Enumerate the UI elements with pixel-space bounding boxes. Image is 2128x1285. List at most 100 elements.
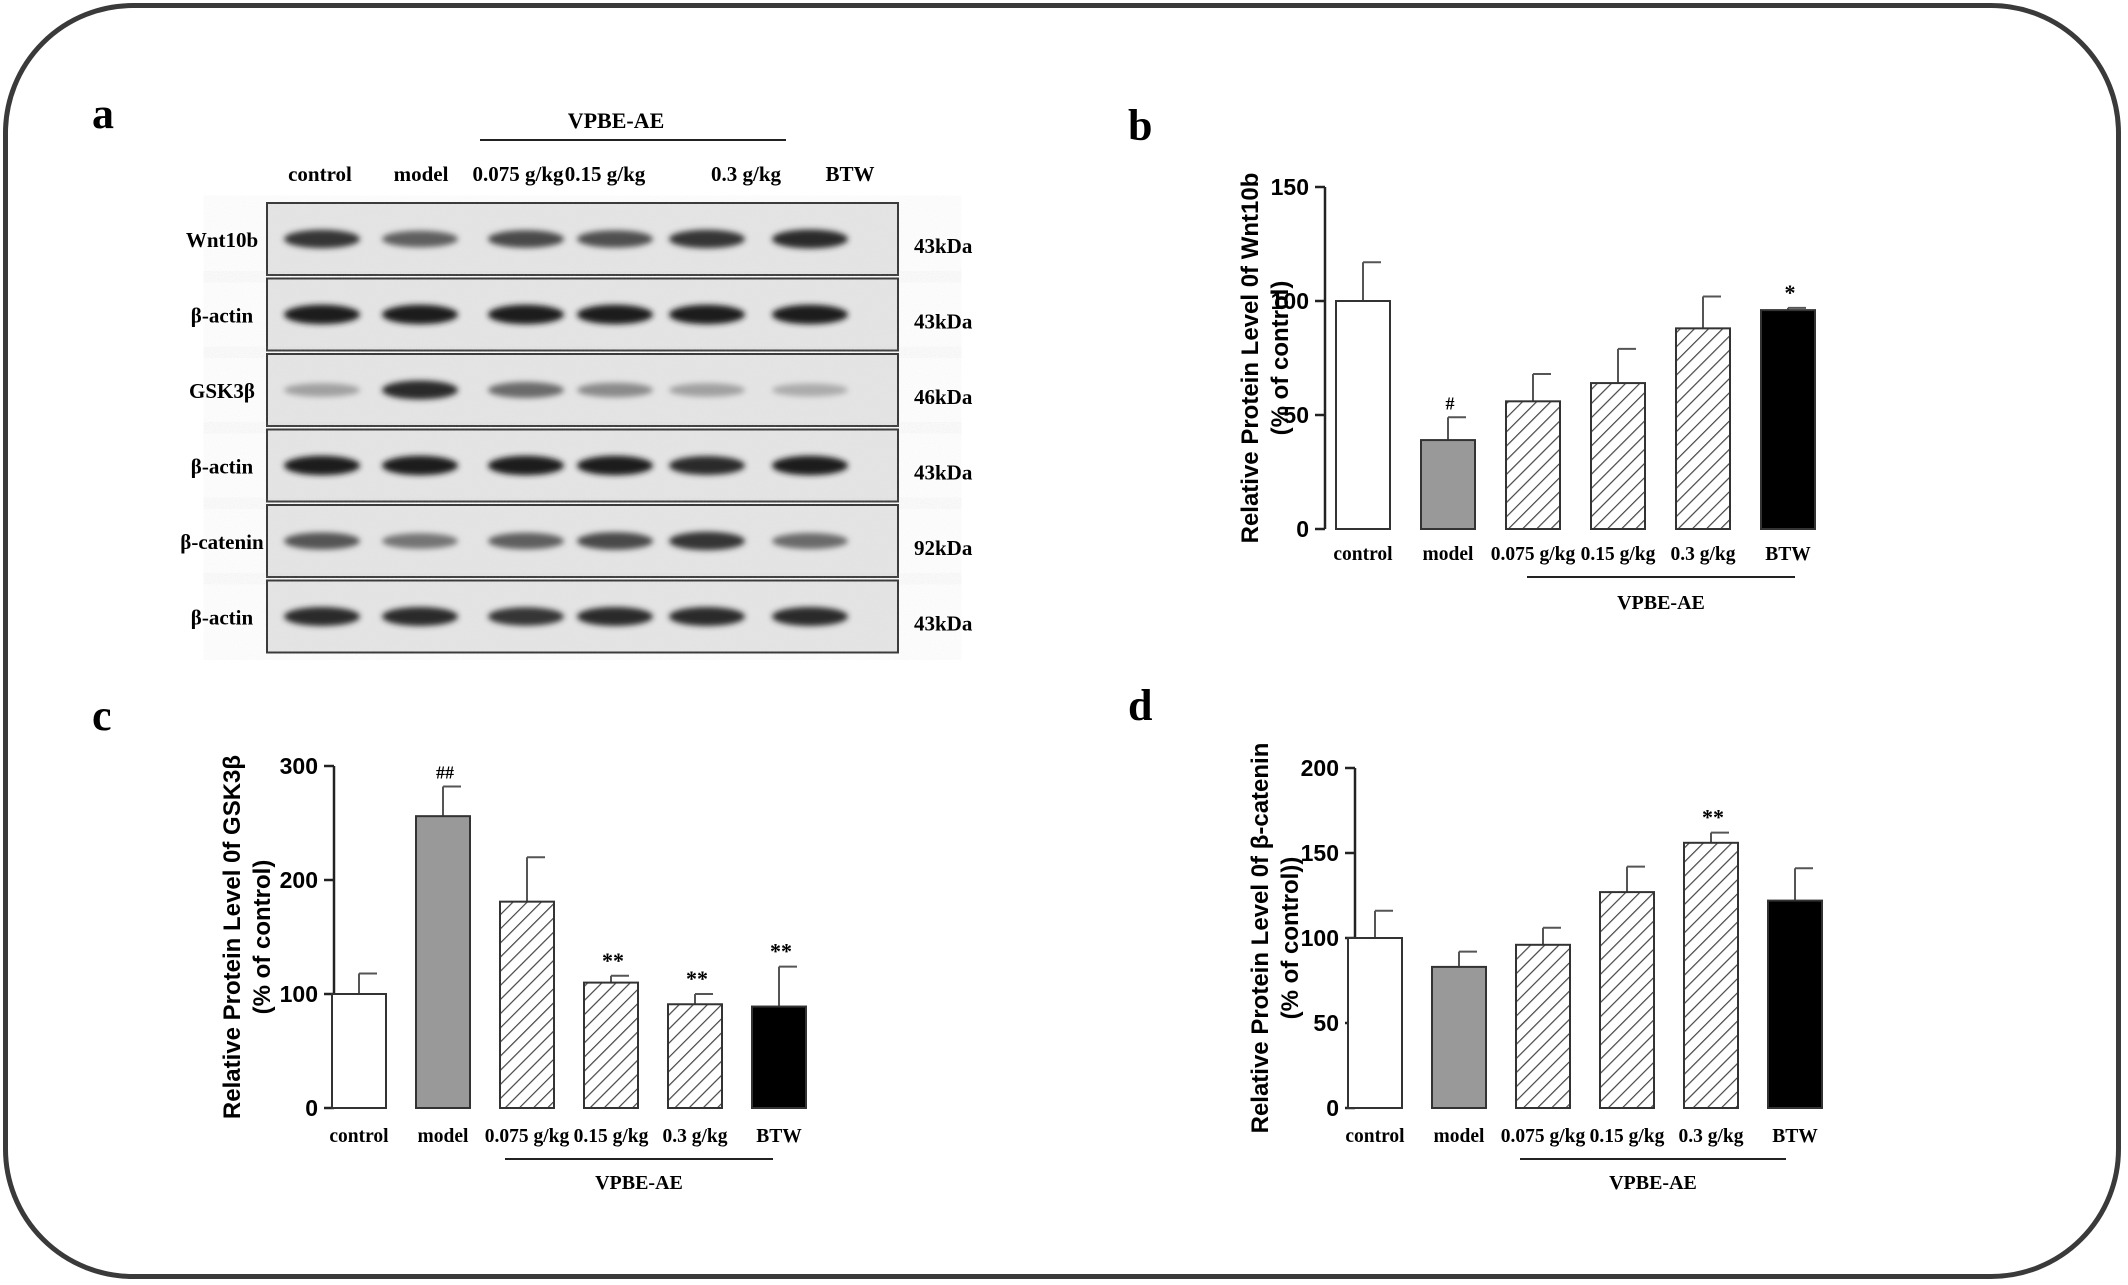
- significance-mark: **: [602, 948, 624, 973]
- blot-row: β-actin 43kDa: [191, 428, 973, 503]
- blot-band: [488, 230, 564, 248]
- category-label: 0.15 g/kg: [574, 1126, 649, 1147]
- blot-band: [772, 229, 848, 249]
- blot-band: [669, 304, 745, 325]
- significance-mark: **: [770, 939, 792, 964]
- y-tick-label: 100: [280, 981, 318, 1007]
- blot-band: [488, 607, 564, 626]
- blot-band: [382, 380, 458, 400]
- blot-protein-label: β-actin: [191, 304, 254, 328]
- blot-kda-label: 92kDa: [914, 536, 973, 560]
- significance-mark: **: [686, 966, 708, 991]
- y-tick-label: 50: [1283, 402, 1309, 428]
- significance-mark: *: [1785, 280, 1796, 305]
- blot-band: [284, 383, 360, 397]
- bar: [415, 815, 471, 1109]
- category-label: 0.15 g/kg: [1590, 1126, 1665, 1147]
- y-tick-label: 100: [1301, 925, 1339, 951]
- bar: [1335, 300, 1391, 530]
- blot-band: [669, 229, 745, 249]
- blot-band: [284, 532, 360, 550]
- blot-band: [488, 304, 564, 325]
- blot-lane-labels: control model 0.075 g/kg 0.15 g/kg 0.3 g…: [288, 162, 874, 186]
- blot-lane-label: 0.075 g/kg: [472, 162, 564, 186]
- blot-band: [284, 607, 360, 626]
- panel-letter-a: a: [92, 89, 114, 138]
- category-label: 0.3 g/kg: [1670, 544, 1735, 565]
- blot-band: [772, 304, 848, 325]
- blot-band: [382, 230, 458, 248]
- blot-protein-label: Wnt10b: [186, 228, 258, 252]
- blot-protein-label: β-actin: [191, 606, 254, 630]
- bar: [751, 1005, 807, 1109]
- group-label: VPBE-AE: [1609, 1172, 1697, 1194]
- blot-band: [284, 455, 360, 476]
- bar: [1347, 937, 1403, 1109]
- category-label: BTW: [1772, 1126, 1818, 1147]
- group-label: VPBE-AE: [595, 1172, 683, 1194]
- blot-band: [488, 532, 564, 550]
- blot-kda-label: 43kDa: [914, 612, 973, 636]
- bar: [1683, 841, 1739, 1109]
- bar: [1505, 400, 1561, 531]
- y-tick-label: 300: [280, 753, 318, 779]
- blot-kda-label: 46kDa: [914, 385, 973, 409]
- category-label: model: [418, 1126, 469, 1147]
- blot-row: β-catenin 92kDa: [180, 504, 973, 578]
- bar: [499, 900, 555, 1109]
- blot-band: [382, 304, 458, 325]
- category-label: control: [329, 1126, 389, 1147]
- category-label: model: [1434, 1126, 1485, 1147]
- blot-rows: Wnt10b 43kDa β-actin 43kDa GSK3β 46kDa β-actin…: [180, 202, 973, 654]
- blot-lane-label: model: [394, 162, 449, 186]
- bar: [667, 1003, 723, 1110]
- category-label: 0.3 g/kg: [1678, 1126, 1743, 1147]
- y-tick-label: 50: [1313, 1010, 1339, 1036]
- blot-protein-label: GSK3β: [189, 379, 255, 403]
- category-label: BTW: [756, 1126, 802, 1147]
- bar: [583, 981, 639, 1109]
- category-label: 0.15 g/kg: [1581, 544, 1656, 565]
- blot-row: GSK3β 46kDa: [189, 353, 973, 427]
- bar: [331, 993, 387, 1109]
- bar: [1599, 891, 1655, 1109]
- blot-lane-label: 0.3 g/kg: [711, 162, 782, 186]
- blot-band: [577, 607, 653, 626]
- category-label: control: [1345, 1126, 1405, 1147]
- y-tick-label: 200: [280, 867, 318, 893]
- blot-band: [382, 607, 458, 626]
- category-label: model: [1423, 544, 1474, 565]
- category-label: BTW: [1765, 544, 1811, 565]
- blot-band: [669, 383, 745, 397]
- y-tick-label: 100: [1271, 288, 1309, 314]
- bar: [1590, 382, 1646, 530]
- significance-mark: #: [1446, 393, 1455, 413]
- y-tick-label: 150: [1271, 174, 1309, 200]
- significance-mark: **: [1702, 805, 1724, 830]
- blot-lane-label: BTW: [825, 162, 874, 186]
- bar: [1760, 309, 1816, 530]
- blot-group-label: VPBE-AE: [568, 108, 665, 133]
- blot-band: [488, 382, 564, 398]
- blot-row: β-actin 43kDa: [191, 277, 973, 352]
- figure-frame: [3, 3, 2121, 1279]
- blot-kda-label: 43kDa: [914, 310, 973, 334]
- y-tick-label: 150: [1301, 840, 1339, 866]
- panel-letter-c: c: [92, 691, 112, 740]
- blot-band: [577, 382, 653, 398]
- blot-band: [772, 533, 848, 549]
- blot-band: [669, 531, 745, 551]
- category-label: 0.075 g/kg: [1491, 544, 1576, 565]
- blot-band: [284, 304, 360, 325]
- blot-band: [772, 607, 848, 626]
- bar: [1675, 327, 1731, 530]
- y-tick-label: 0: [1326, 1095, 1339, 1121]
- category-label: 0.3 g/kg: [662, 1126, 727, 1147]
- bar: [1515, 943, 1571, 1109]
- western-blot-panel: VPBE-AE control model 0.075 g/kg 0.15 g/…: [180, 108, 973, 654]
- blot-kda-label: 43kDa: [914, 234, 973, 258]
- y-axis-label: Relative Protein Level 0f GSK3β (% of con…: [219, 755, 276, 1119]
